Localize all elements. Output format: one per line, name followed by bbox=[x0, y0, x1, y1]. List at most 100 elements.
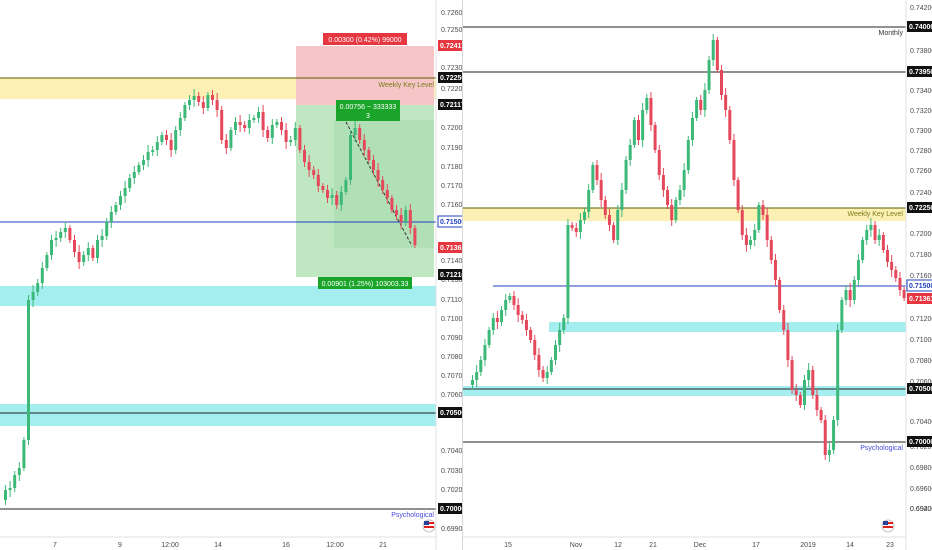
price-tick-label: 0.70900 bbox=[441, 335, 462, 342]
candle bbox=[395, 205, 398, 220]
candle bbox=[657, 145, 661, 180]
candle bbox=[303, 145, 306, 167]
weekly-key-level-label: Weekly Key Level bbox=[847, 211, 903, 218]
candle bbox=[533, 335, 537, 360]
candle bbox=[257, 107, 260, 123]
candle bbox=[603, 196, 607, 219]
left-chart-panel[interactable]: Weekly Key Level Psychological 0.00300 (… bbox=[0, 0, 463, 550]
svg-text:0.70000: 0.70000 bbox=[909, 439, 932, 446]
candle bbox=[869, 218, 873, 237]
candle bbox=[201, 96, 205, 114]
candle bbox=[541, 366, 545, 382]
svg-text:0.73950: 0.73950 bbox=[909, 69, 932, 76]
candle bbox=[773, 254, 777, 286]
candle bbox=[270, 119, 274, 144]
position-label-line1: 0.00756 ~ 333333 bbox=[340, 104, 397, 111]
candle bbox=[68, 225, 72, 243]
candle bbox=[206, 92, 210, 111]
candle bbox=[856, 254, 860, 286]
candle bbox=[247, 114, 251, 134]
left-chart-svg[interactable]: Weekly Key Level Psychological 0.00300 (… bbox=[0, 0, 462, 550]
price-tick-label: 0.71900 bbox=[441, 145, 462, 152]
right-chart-panel[interactable]: Monthly Weekly Key Level Psychological 0… bbox=[463, 0, 932, 550]
candle bbox=[45, 252, 49, 271]
candle bbox=[197, 92, 201, 106]
candle bbox=[215, 93, 219, 117]
candle bbox=[77, 245, 81, 269]
candle bbox=[399, 208, 403, 229]
candle bbox=[471, 375, 474, 390]
price-tag-red: 0.71361 bbox=[907, 293, 932, 304]
candle bbox=[105, 218, 109, 240]
candle bbox=[40, 262, 44, 289]
candle bbox=[404, 206, 408, 226]
price-tag-blue: 0.71500 bbox=[906, 279, 932, 292]
candle bbox=[815, 389, 819, 416]
candle bbox=[886, 245, 889, 267]
price-tag-black: 0.73950 bbox=[907, 66, 932, 77]
candle bbox=[890, 255, 894, 277]
svg-text:0.71216: 0.71216 bbox=[440, 272, 462, 279]
svg-text:0.70500: 0.70500 bbox=[909, 386, 932, 393]
candle bbox=[898, 272, 902, 296]
candle bbox=[114, 202, 118, 215]
candle bbox=[160, 132, 164, 145]
candle bbox=[757, 202, 761, 233]
candle bbox=[483, 339, 487, 366]
svg-text:0.72417: 0.72417 bbox=[440, 43, 462, 50]
candle bbox=[487, 327, 491, 348]
candle bbox=[753, 224, 757, 246]
price-tag-blue: 0.71500 bbox=[437, 215, 462, 228]
candle bbox=[554, 340, 557, 365]
svg-text:0.74000: 0.74000 bbox=[909, 24, 932, 31]
price-tick-label: 0.69900 bbox=[441, 526, 462, 533]
candle bbox=[330, 188, 334, 205]
price-tag-black: 0.70000 bbox=[907, 436, 932, 447]
time-label: 14 bbox=[214, 542, 222, 549]
candle bbox=[4, 485, 7, 505]
candle bbox=[413, 225, 417, 248]
candle bbox=[616, 205, 620, 245]
candle bbox=[653, 122, 657, 153]
price-tick-label: 0.70700 bbox=[441, 373, 462, 380]
candle bbox=[703, 83, 707, 117]
candle bbox=[146, 145, 150, 167]
candle bbox=[865, 225, 869, 245]
svg-text:0.70000: 0.70000 bbox=[440, 506, 462, 513]
left-time-axis[interactable]: 7 9 12:00 14 16 12:00 21 bbox=[53, 542, 387, 549]
candle bbox=[720, 65, 723, 100]
candle bbox=[335, 191, 339, 209]
position-label-line2: 3 bbox=[366, 113, 370, 120]
candle bbox=[612, 222, 616, 243]
risk-zone bbox=[296, 46, 434, 105]
time-label: 9 bbox=[118, 542, 122, 549]
candle bbox=[50, 235, 53, 260]
candle bbox=[132, 166, 136, 184]
candle bbox=[224, 134, 228, 154]
candle bbox=[339, 186, 343, 211]
right-chart-svg[interactable]: Monthly Weekly Key Level Psychological 0… bbox=[463, 0, 932, 550]
position-label-box bbox=[336, 100, 400, 121]
candle bbox=[376, 163, 380, 187]
candle bbox=[188, 95, 191, 110]
right-price-tags: 0.74000 0.73950 0.72250 0.71500 0.71361 0.705… bbox=[906, 21, 932, 447]
candle bbox=[353, 121, 357, 142]
support-zone-lower bbox=[463, 386, 906, 396]
time-label: 14 bbox=[846, 542, 854, 549]
candle bbox=[769, 236, 773, 264]
candle bbox=[8, 481, 12, 497]
left-price-tags: 0.72417 0.72250 0.72117 0.71500 0.71361 0.712… bbox=[437, 40, 462, 514]
right-time-axis[interactable]: 15 Nov 12 21 Dec 17 2019 14 23 bbox=[504, 542, 894, 549]
candle bbox=[628, 139, 632, 166]
candle bbox=[54, 231, 58, 247]
candle bbox=[169, 133, 173, 157]
candle bbox=[82, 251, 86, 266]
target-label-box bbox=[318, 277, 412, 289]
svg-text:0.72117: 0.72117 bbox=[440, 102, 462, 109]
